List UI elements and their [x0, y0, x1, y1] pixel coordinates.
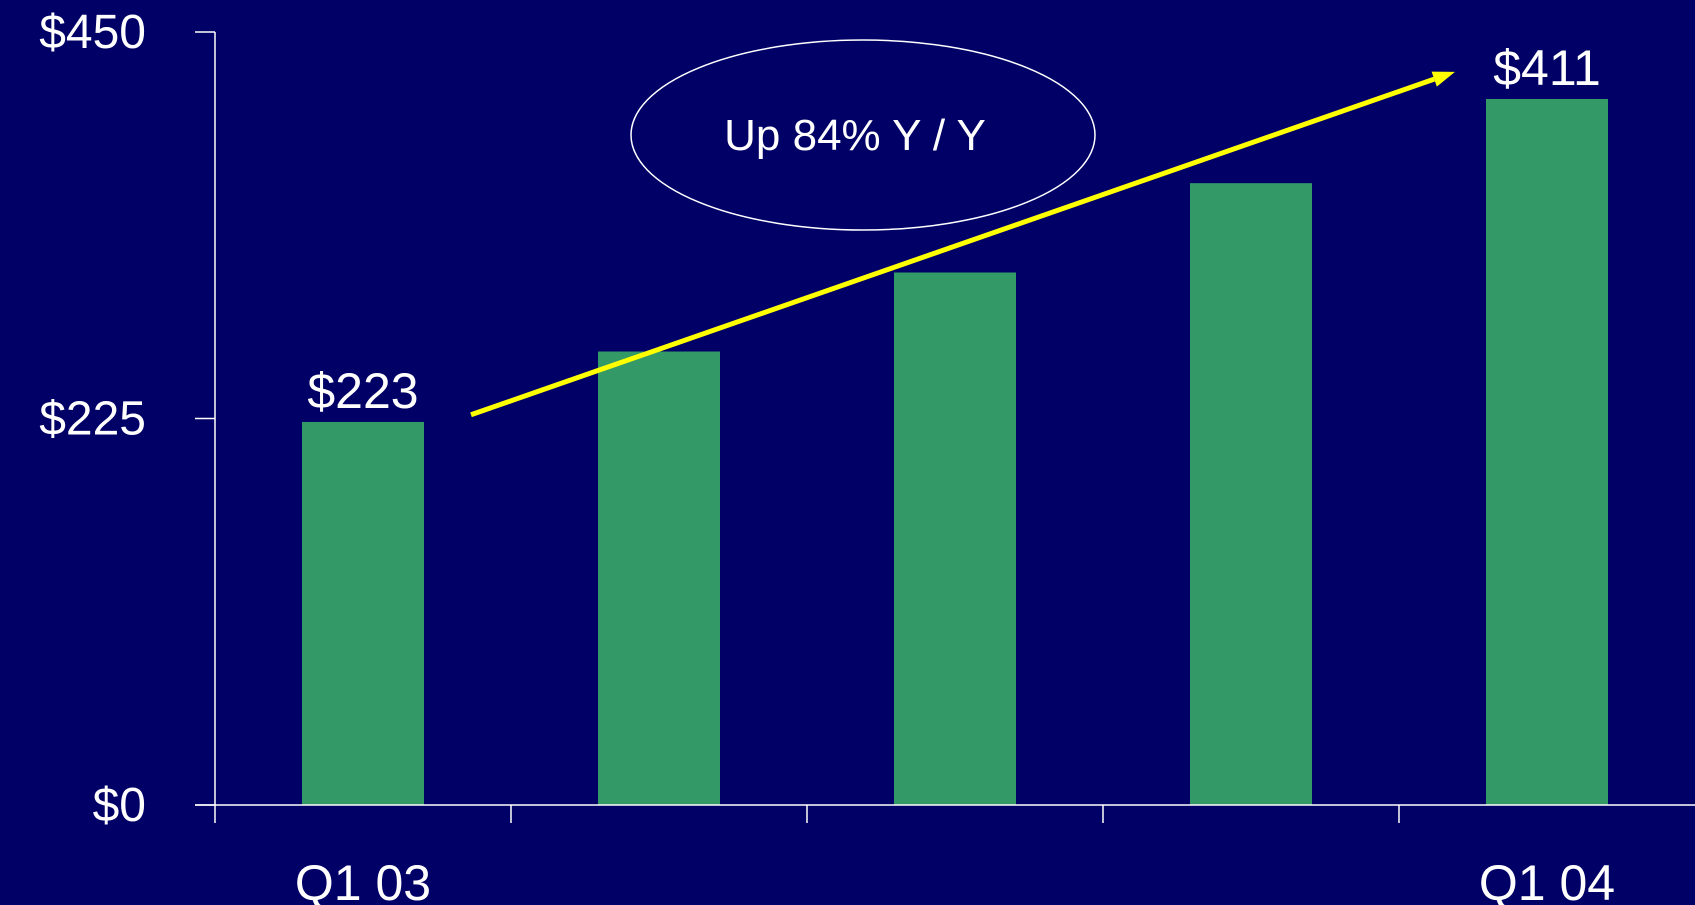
axes-layer: [195, 31, 1695, 823]
bar-1: [598, 351, 720, 805]
annotation-text: Up 84% Y / Y: [724, 111, 986, 160]
labels-layer: $223 $411 $0 $225 $450 Q1 03 Q1 04: [39, 6, 1615, 905]
bar-2: [894, 272, 1016, 805]
bar-value-label-4: $411: [1493, 40, 1601, 96]
y-tick-label-1: $225: [39, 393, 146, 446]
y-tick-label-2: $450: [39, 6, 146, 59]
y-tick-label-0: $0: [93, 779, 146, 832]
annotation-ellipse: [630, 39, 1096, 231]
bar-value-label-0: $223: [307, 363, 418, 419]
annotation: Up 84% Y / Y: [470, 39, 1455, 418]
bars-layer: [302, 98, 1608, 806]
x-tick-label-4: Q1 04: [1479, 855, 1615, 905]
trend-arrow: [470, 76, 1436, 418]
bar-3: [1190, 183, 1312, 806]
bar-4: [1486, 98, 1608, 805]
bar-0: [302, 421, 424, 805]
trend-arrow-head: [1431, 71, 1455, 87]
x-tick-label-0: Q1 03: [295, 855, 431, 905]
